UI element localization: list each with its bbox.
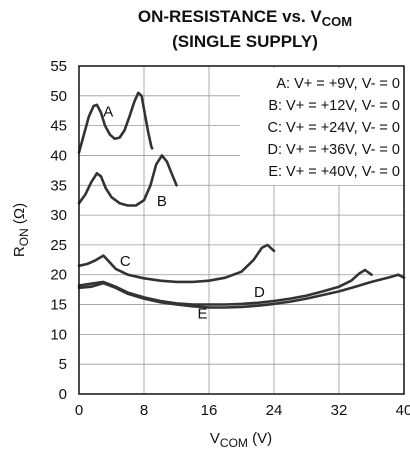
y-tick-label: 30 [50,207,67,224]
chart-title-main: ON-RESISTANCE vs. V [138,7,323,26]
legend-entry-d: D: V+ = +36V, V- = 0 [268,142,400,158]
chart-title-line-2: (SINGLE SUPPLY) [172,32,318,51]
chart-title-subscript: COM [322,14,352,29]
legend-entry-b: B: V+ = +12V, V- = 0 [268,98,400,114]
x-axis-label-unit: (V) [248,430,272,447]
x-axis-label: VCOM (V) [210,430,272,450]
curve-label-d: D [254,284,265,301]
curve-label-e: E [197,305,207,322]
y-tick-label: 20 [50,267,67,284]
y-tick-label: 35 [50,177,67,194]
curve-label-c: C [120,253,131,270]
x-tick-label: 0 [75,402,83,419]
series-line-d [77,268,373,306]
x-tick-label: 24 [266,402,283,419]
x-axis-label-subscript: COM [220,436,248,450]
y-tick-labels: 0 5 10 15 20 25 30 35 40 45 50 55 [50,58,67,403]
curve-label-b: B [157,193,167,210]
chart-title-line-1: ON-RESISTANCE vs. VCOM [138,7,352,29]
legend-entry-a: A: V+ = +9V, V- = 0 [276,76,400,92]
y-tick-label: 45 [50,118,67,135]
y-tick-label: 55 [50,58,67,75]
series-line-a [77,91,154,154]
x-tick-labels: 0 8 16 24 32 40 [75,402,410,419]
y-axis-label-unit: (Ω) [11,203,28,228]
y-tick-label: 25 [50,237,67,254]
legend: A: V+ = +9V, V- = 0 B: V+ = +12V, V- = 0 C… [240,68,407,185]
curve-label-a: A [103,104,113,121]
series-line-e [77,273,406,309]
series-group [77,91,406,309]
y-tick-label: 10 [50,326,67,343]
y-axis-label: RON (Ω) [11,203,31,257]
x-tick-label: 8 [140,402,148,419]
plot-frame [78,65,405,395]
y-tick-label: 40 [50,147,67,164]
series-line-b [77,154,178,207]
legend-entry-e: E: V+ = +40V, V- = 0 [268,164,400,180]
series-line-c [77,243,276,284]
y-tick-label: 15 [50,297,67,314]
y-tick-label: 0 [59,386,67,403]
y-axis-label-main: R [11,246,28,257]
y-tick-label: 50 [50,88,67,105]
x-axis-label-main: V [210,430,220,447]
legend-entry-c: C: V+ = +24V, V- = 0 [268,120,400,136]
x-tick-label: 32 [331,402,348,419]
x-tick-label: 40 [396,402,410,419]
legend-background [240,68,407,185]
y-axis-label-subscript: ON [17,228,31,246]
x-tick-label: 16 [201,402,218,419]
curve-labels: A B C D E [103,104,265,323]
y-tick-label: 5 [59,356,67,373]
